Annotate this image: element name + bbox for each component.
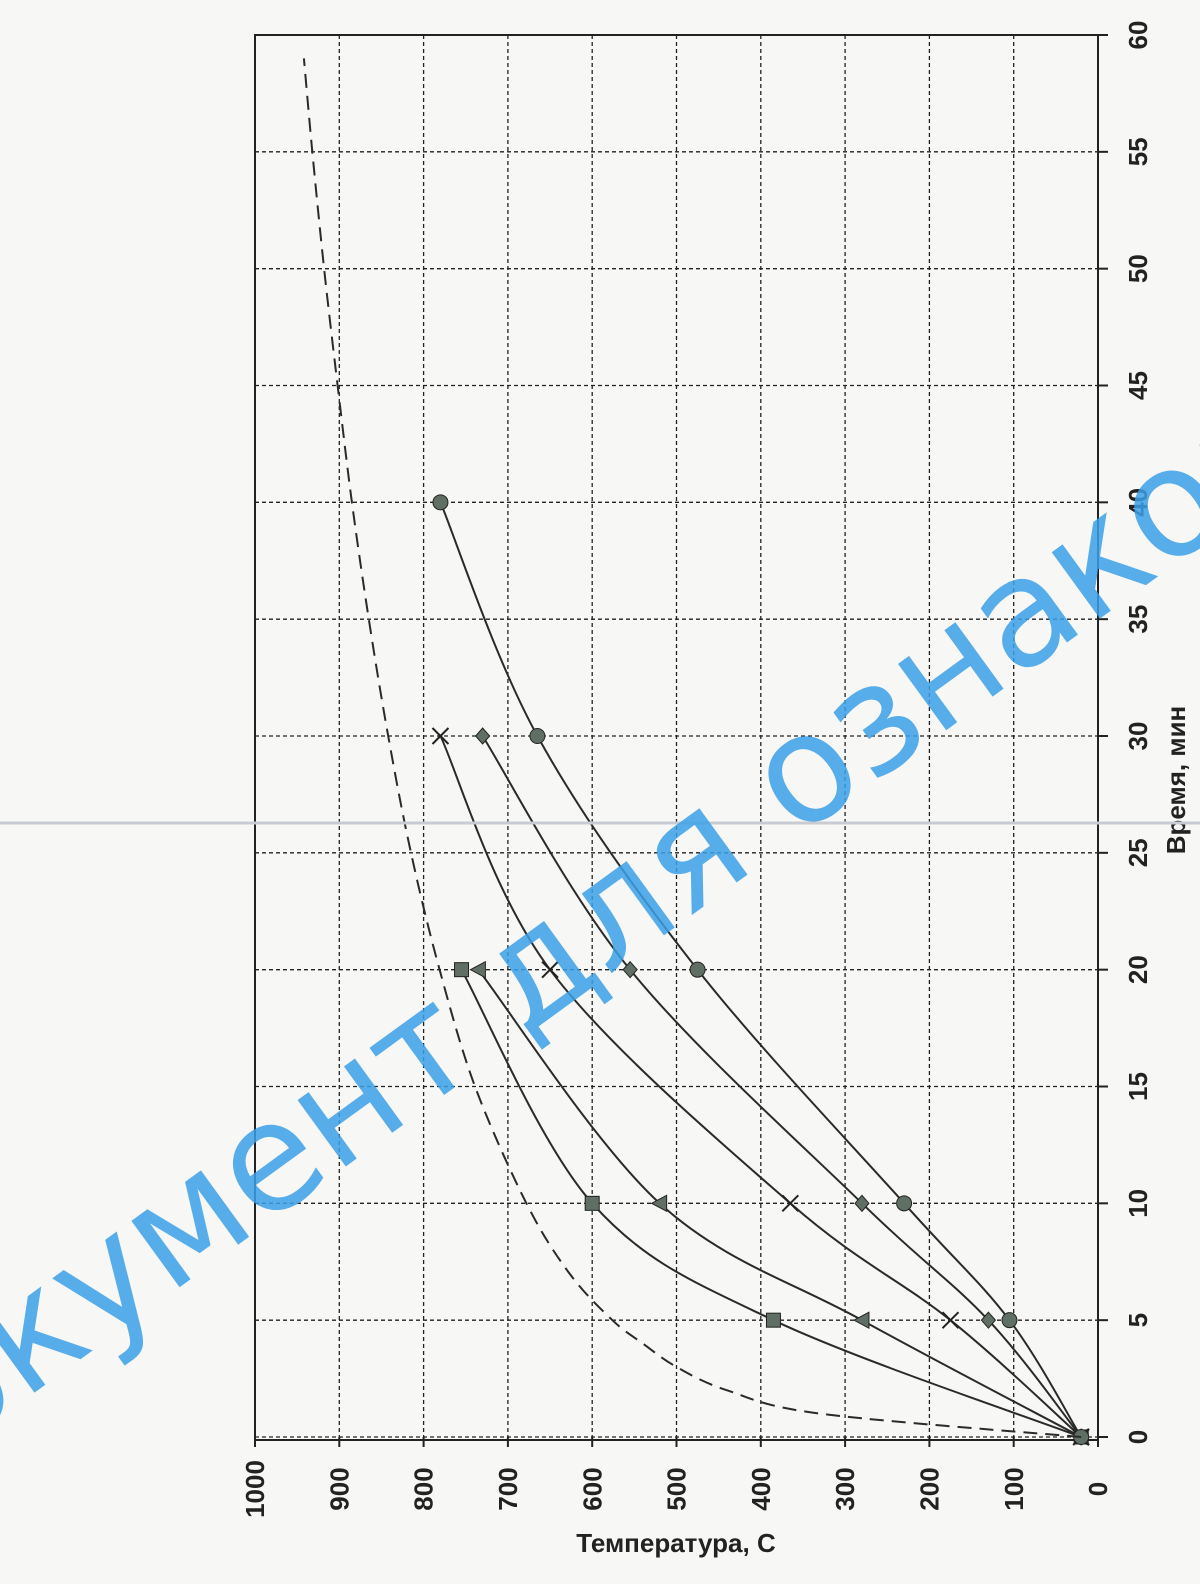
series-circle (432, 494, 1090, 1445)
data-point-cross (941, 1311, 960, 1329)
y-tick-label: 900 (324, 1467, 354, 1510)
y-axis-title: Температура, С (576, 1528, 776, 1558)
y-tick-label: 300 (830, 1467, 860, 1510)
x-tick-label: 35 (1123, 605, 1153, 634)
x-tick-label: 20 (1123, 955, 1153, 984)
y-tick-label: 600 (577, 1467, 607, 1510)
series-line (477, 969, 1082, 1438)
x-tick-label: 40 (1123, 488, 1153, 517)
data-point-triangle (852, 1311, 870, 1329)
x-tick-labels: 0 5 10 15 20 25 30 35 40 45 50 55 60 (1123, 21, 1153, 1445)
data-point-circle (689, 961, 706, 978)
x-axis-title: Время, мин (1161, 706, 1191, 855)
series-line (460, 969, 1082, 1438)
data-point-diamond (980, 1311, 997, 1329)
series-group (302, 58, 1090, 1446)
x-tick-label: 25 (1123, 838, 1153, 867)
data-point-circle (896, 1195, 913, 1212)
y-tick-label: 0 (1083, 1482, 1113, 1496)
data-point-square (765, 1312, 781, 1328)
x-tick-label: 50 (1123, 254, 1153, 283)
series-line (302, 58, 1082, 1438)
data-point-cross (781, 1194, 800, 1213)
y-tick-label: 100 (999, 1467, 1029, 1510)
series-dashed (302, 58, 1082, 1438)
data-point-diamond (622, 960, 638, 979)
series-line (481, 735, 1082, 1438)
data-point-circle (529, 728, 546, 744)
x-tick-label: 15 (1123, 1072, 1153, 1101)
y-tick-label: 800 (409, 1467, 439, 1510)
data-point-square (454, 962, 470, 978)
y-tick-label: 200 (915, 1467, 945, 1510)
x-tick-label: 5 (1123, 1313, 1153, 1327)
y-tick-label: 400 (746, 1467, 776, 1510)
data-point-cross (431, 727, 450, 745)
y-tick-labels: 0 100 200 300 400 500 600 700 800 900 1000 (240, 1460, 1113, 1518)
y-tick-label: 500 (662, 1467, 692, 1510)
y-tick-label: 1000 (240, 1460, 270, 1518)
plot-frame (254, 34, 1099, 1441)
x-tick-label: 30 (1123, 722, 1153, 751)
data-point-square (584, 1195, 600, 1211)
y-tick-label: 700 (493, 1467, 523, 1510)
data-point-triangle (650, 1194, 668, 1213)
x-tick-label: 60 (1123, 21, 1153, 50)
x-tick-label: 0 (1123, 1430, 1153, 1444)
data-point-cross (541, 960, 559, 979)
data-point-circle (432, 494, 449, 511)
x-tick-label: 10 (1123, 1189, 1153, 1218)
series-line (439, 735, 1082, 1438)
x-tick-label: 45 (1123, 371, 1153, 400)
data-point-diamond (854, 1194, 870, 1213)
data-point-circle (1001, 1312, 1018, 1329)
x-tick-label: 55 (1123, 137, 1153, 166)
data-point-triangle (469, 960, 486, 979)
data-point-diamond (474, 727, 491, 745)
